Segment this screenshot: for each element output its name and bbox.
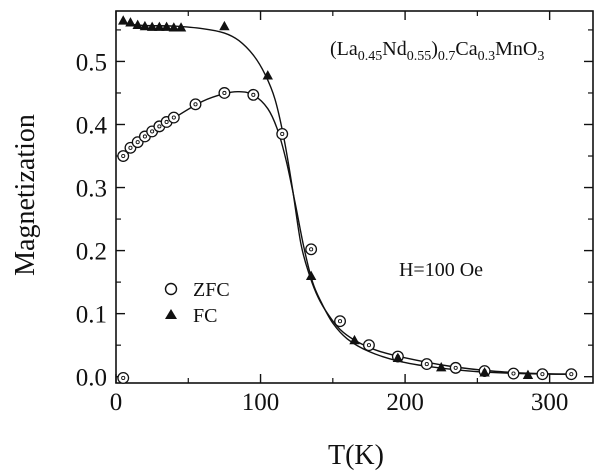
fc-point [436,362,447,372]
legend-label-zfc: ZFC [193,279,230,301]
y-axis-ticks: 0.0 0.1 0.2 0.3 0.4 0.5 [76,29,593,392]
zfc-point-core [150,129,155,134]
zfc-point-core [164,119,169,125]
legend: ZFC FC [164,279,230,327]
y-tick-label: 0.4 [76,112,108,139]
zfc-point [247,88,260,101]
legend-label-fc: FC [193,305,217,327]
y-tick-label: 0.2 [76,239,107,266]
zfc-point-core [540,372,545,377]
y-tick-label: 0.3 [76,176,107,203]
zfc-point [117,150,130,162]
fc-point [175,22,187,32]
zfc-point [276,127,289,140]
zfc-point-core [453,365,458,370]
zfc-point-core [251,92,256,97]
zfc-point [334,315,346,328]
y-tick-label: 0.1 [76,302,107,329]
plot-frame [115,10,594,384]
zfc-point-core [121,153,126,159]
fc-point [132,19,143,30]
zfc-point [117,372,130,384]
fc-point [118,15,129,25]
fc-point [168,22,180,32]
x-tick-label: 100 [242,389,280,416]
zfc-point [536,368,549,381]
fc-point [349,334,360,345]
fit-curves [122,22,572,375]
zfc-point [363,339,375,352]
fc-point [262,70,273,80]
fc-point [154,21,165,31]
zfc-point [167,111,180,124]
zfc-point-core [121,375,126,381]
zfc-point-core [280,131,285,136]
zfc-point [507,367,520,380]
field-annotation: H=100 Oe [399,259,483,281]
fc-point [522,369,534,379]
fc-point [161,21,172,31]
zfc-point-core [424,362,429,367]
fit-curve-zfc [122,90,572,375]
zfc-point [420,358,433,371]
fc-point [479,367,490,377]
legend-marker-fc [165,309,177,319]
zfc-point-core [128,145,133,150]
zfc-point [565,368,578,381]
zfc-point [189,98,202,111]
x-tick-label: 0 [110,389,123,416]
x-axis-title: T(K) [328,440,384,471]
y-tick-label: 0.5 [76,49,107,76]
fc-point [125,17,136,27]
zfc-point-core [337,319,343,324]
fit-curve-fc [123,22,572,375]
zfc-point-core [157,124,162,129]
plot-border [115,10,594,384]
zfc-point-core [142,134,147,139]
zfc-point-core [511,371,516,376]
y-tick-label: 0.0 [76,365,107,392]
fc-point [305,270,317,280]
x-tick-label: 300 [531,389,569,416]
x-tick-label: 200 [386,389,424,416]
fc-point [146,21,158,31]
legend-marker-zfc [164,282,178,296]
zfc-point [305,243,318,256]
fc-point [392,352,404,362]
x-axis-ticks: 0 100 200 300 [110,11,569,416]
fc-point [219,20,230,31]
zfc-point-core [309,247,314,252]
y-axis-title: Magnetization [10,114,41,276]
zfc-point [218,87,231,99]
data-points [117,15,578,384]
zfc-point-core [569,372,574,377]
zfc-point-core [222,90,227,96]
zfc-point-core [171,115,176,120]
fc-point [139,20,151,31]
zfc-point-core [366,343,372,348]
zfc-point-core [135,140,140,145]
compound-formula: (La0.45Nd0.55)0.7Ca0.3MnO3 [330,38,544,64]
zfc-point-core [193,102,198,107]
zfc-point [449,361,462,374]
